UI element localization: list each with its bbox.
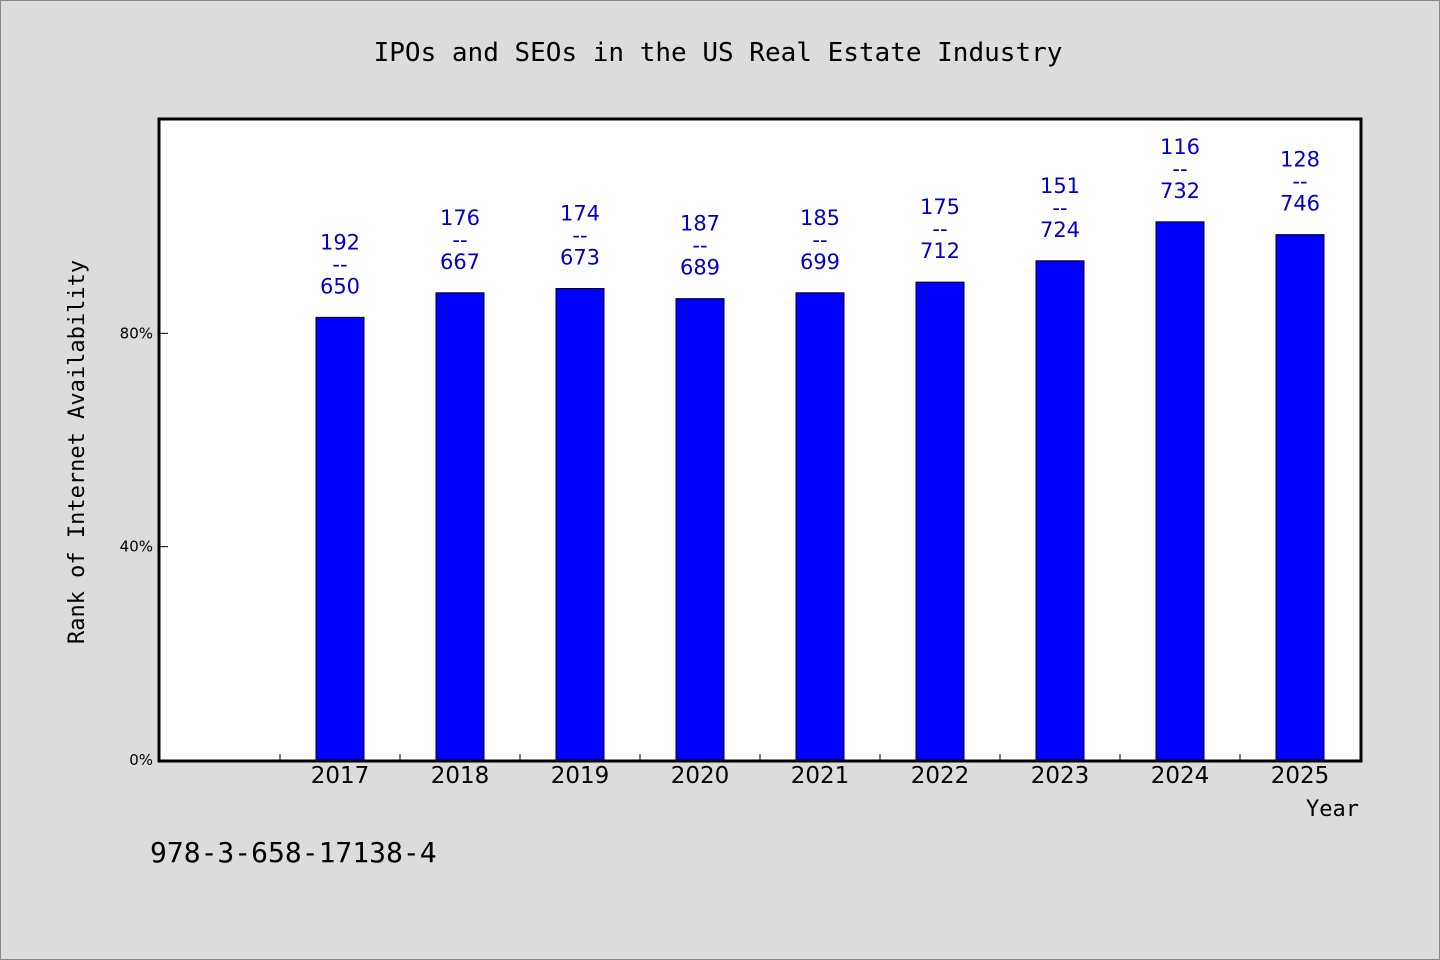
bar-2025 bbox=[1275, 234, 1325, 761]
data-label-2025-line-2: -- bbox=[1292, 170, 1307, 194]
data-label-2020-line-2: -- bbox=[692, 234, 707, 258]
data-label-2019-line-1: 174 bbox=[560, 202, 600, 226]
bar-2020 bbox=[675, 298, 725, 761]
data-label-2021-line-1: 185 bbox=[800, 206, 840, 230]
data-label-2021-line-2: -- bbox=[812, 228, 827, 252]
data-label-2017-line-2: -- bbox=[332, 252, 347, 276]
bar-2023 bbox=[1035, 260, 1085, 761]
data-label-2024-line-2: -- bbox=[1172, 157, 1187, 181]
bar-2022 bbox=[915, 281, 965, 761]
x-tick-label-2018: 2018 bbox=[431, 763, 490, 789]
data-label-2019-line-2: -- bbox=[572, 224, 587, 248]
data-label-2023-line-1: 151 bbox=[1040, 174, 1080, 198]
data-label-2022-line-2: -- bbox=[932, 217, 947, 241]
data-label-2021-line-3: 699 bbox=[800, 250, 840, 274]
bar-2019 bbox=[555, 288, 605, 761]
x-tick-label-2021: 2021 bbox=[791, 763, 850, 789]
data-label-2022-line-1: 175 bbox=[920, 195, 960, 219]
x-tick-label-2024: 2024 bbox=[1151, 763, 1210, 789]
data-label-2019-line-3: 673 bbox=[560, 246, 600, 270]
x-axis-title: Year bbox=[1306, 797, 1359, 822]
y-tick-label-80: 80% bbox=[120, 324, 153, 342]
bar-2017 bbox=[315, 316, 365, 761]
x-tick-label-2022: 2022 bbox=[911, 763, 970, 789]
y-tick-label-40: 40% bbox=[120, 538, 153, 556]
bar-2024 bbox=[1155, 221, 1205, 761]
bar-2021 bbox=[795, 292, 845, 761]
data-label-2020-line-3: 689 bbox=[680, 256, 720, 280]
bar-labels-group: 192--650176--667174--673187--689185--699… bbox=[320, 135, 1320, 298]
data-label-2024-line-3: 732 bbox=[1160, 179, 1200, 203]
y-axis-title: Rank of Internet Availability bbox=[65, 260, 90, 644]
data-label-2017-line-3: 650 bbox=[320, 274, 360, 298]
chart-title: IPOs and SEOs in the US Real Estate Indu… bbox=[374, 38, 1063, 68]
footer-code: 978-3-658-17138-4 bbox=[150, 836, 437, 869]
x-tick-label-2017: 2017 bbox=[311, 763, 370, 789]
data-label-2018-line-2: -- bbox=[452, 228, 467, 252]
data-label-2017-line-1: 192 bbox=[320, 230, 360, 254]
data-label-2020-line-1: 187 bbox=[680, 212, 720, 236]
x-tick-label-2019: 2019 bbox=[551, 763, 610, 789]
bar-2018 bbox=[435, 292, 485, 761]
data-label-2023-line-2: -- bbox=[1052, 196, 1067, 220]
data-label-2022-line-3: 712 bbox=[920, 239, 960, 263]
x-tick-label-2023: 2023 bbox=[1031, 763, 1090, 789]
y-axis: 0% 40% 80% bbox=[120, 324, 168, 769]
x-tick-label-2020: 2020 bbox=[671, 763, 730, 789]
data-label-2025-line-1: 128 bbox=[1280, 148, 1320, 172]
data-label-2018-line-3: 667 bbox=[440, 250, 480, 274]
x-tick-label-2025: 2025 bbox=[1271, 763, 1330, 789]
y-tick-label-0: 0% bbox=[129, 751, 153, 769]
data-label-2024-line-1: 116 bbox=[1160, 135, 1200, 159]
data-label-2025-line-3: 746 bbox=[1280, 192, 1320, 216]
bars-group bbox=[315, 221, 1325, 761]
x-axis: 2017 2018 2019 2020 2021 2022 2023 2024 2025 bbox=[279, 754, 1330, 789]
data-label-2018-line-1: 176 bbox=[440, 206, 480, 230]
data-label-2023-line-3: 724 bbox=[1040, 218, 1080, 242]
